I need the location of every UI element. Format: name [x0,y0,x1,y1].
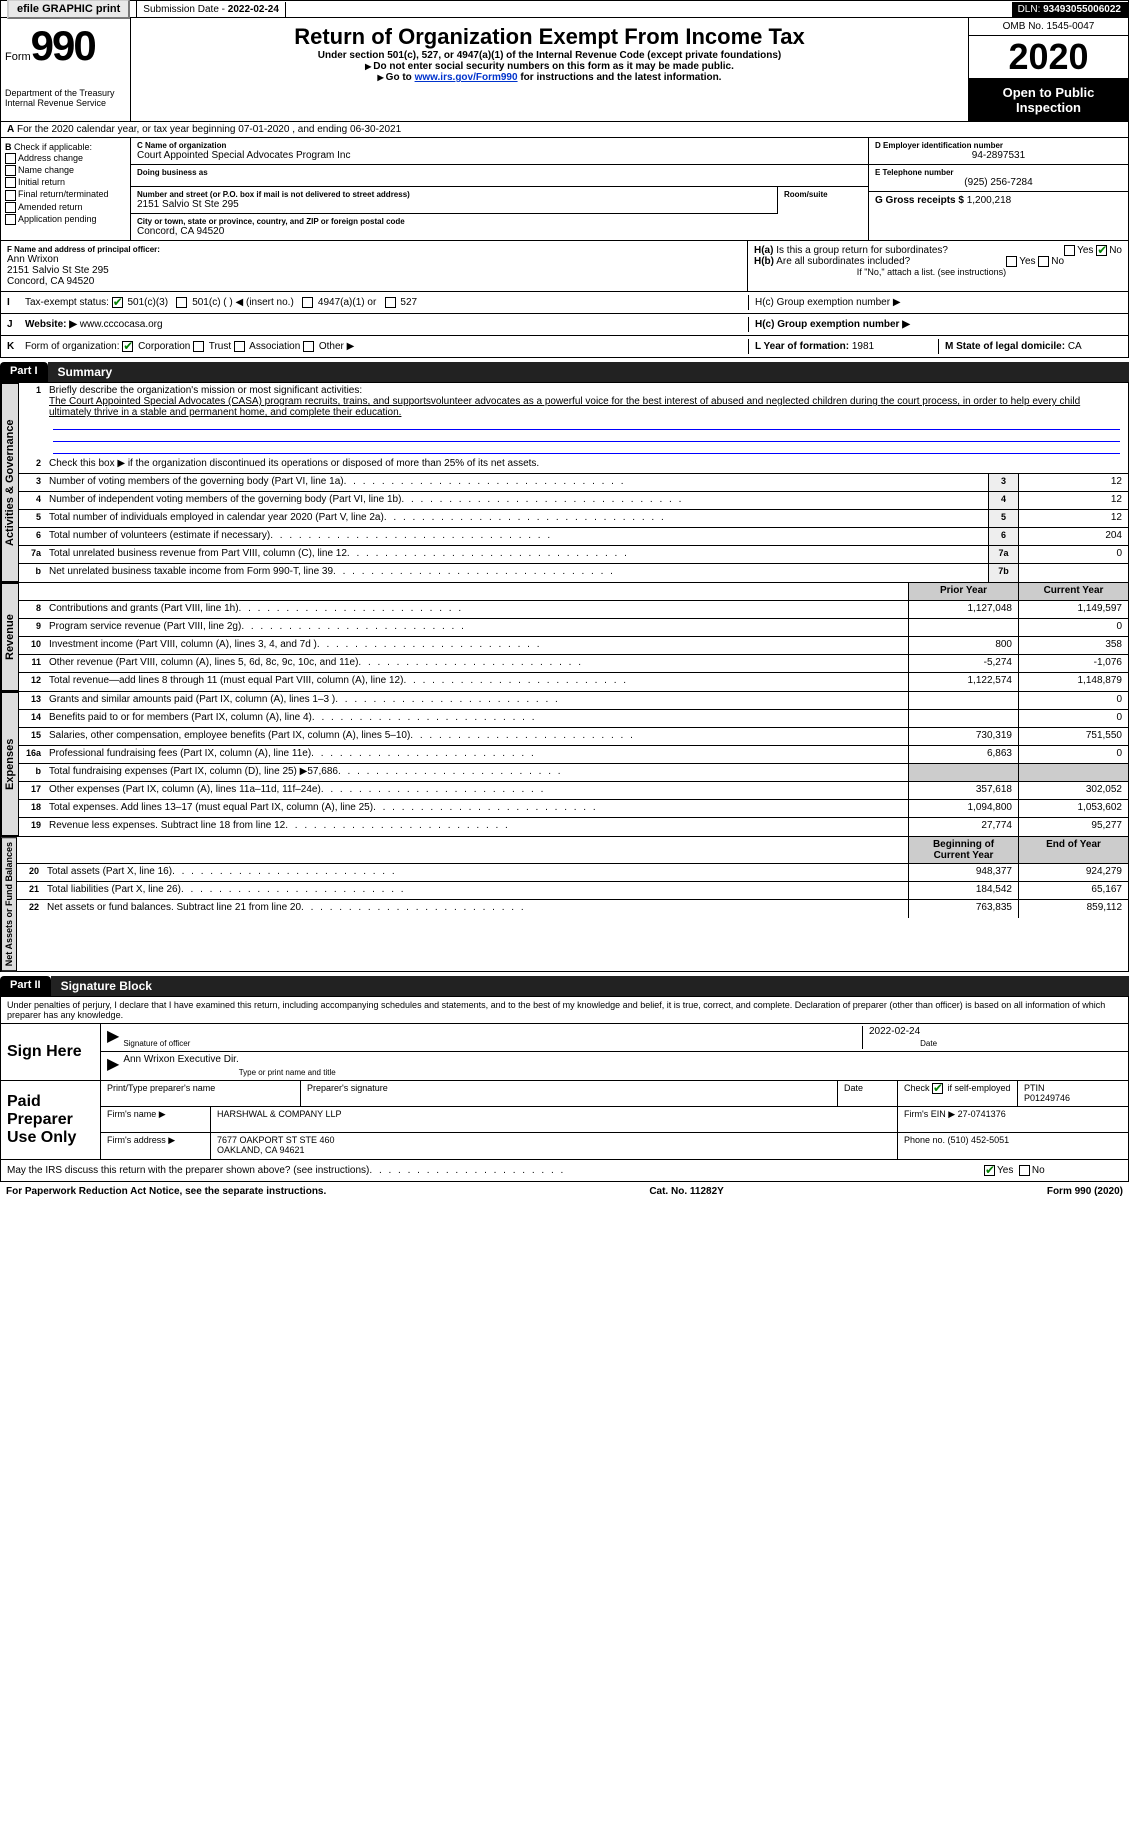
irs-link[interactable]: www.irs.gov/Form990 [415,72,518,83]
tab-net-assets: Net Assets or Fund Balances [1,837,17,971]
entity-info-block: B Check if applicable: Address change Na… [0,138,1129,241]
officer-group-block: F Name and address of principal officer:… [0,241,1129,292]
form-header: Form990 Department of the Treasury Inter… [0,18,1129,122]
form-ref: Form 990 (2020) [1047,1186,1123,1197]
firm-address: 7677 OAKPORT ST STE 460 OAKLAND, CA 9462… [211,1133,898,1159]
page-footer: For Paperwork Reduction Act Notice, see … [0,1182,1129,1201]
dept-treasury: Department of the Treasury Internal Reve… [5,88,126,108]
tax-year: 2020 [969,36,1128,79]
officer-addr2: Concord, CA 94520 [7,276,741,287]
ptin: P01249746 [1024,1093,1070,1103]
mission-text: The Court Appointed Special Advocates (C… [49,396,1080,418]
summary-table: Activities & Governance 1 Briefly descri… [0,382,1129,583]
omb-number: OMB No. 1545-0047 [969,18,1128,36]
phone: (925) 256-7284 [875,177,1122,188]
submission-date: 2022-02-24 [228,4,279,15]
discuss-row: May the IRS discuss this return with the… [0,1160,1129,1182]
state-domicile: CA [1068,341,1082,352]
paid-preparer-label: Paid Preparer Use Only [1,1081,101,1159]
firm-phone: (510) 452-5051 [948,1135,1010,1145]
firm-ein: 27-0741376 [958,1109,1006,1119]
gross-receipts: 1,200,218 [967,195,1012,206]
form-number: 990 [31,22,95,69]
ein: 94-2897531 [875,150,1122,161]
row-j-website: J Website: ▶ www.cccocasa.org H(c) Group… [0,314,1129,336]
officer-addr1: 2151 Salvio St Ste 295 [7,265,741,276]
box-b-checkboxes: B Check if applicable: Address change Na… [1,138,131,240]
city-state-zip: Concord, CA 94520 [137,226,862,237]
row-a-period: A For the 2020 calendar year, or tax yea… [0,122,1129,138]
top-toolbar: efile GRAPHIC print Submission Date - 20… [0,0,1129,18]
firm-name: HARSHWAL & COMPANY LLP [211,1107,898,1132]
signature-block: Sign Here ▶ Signature of officer 2022-02… [0,1024,1129,1160]
row-i-tax-status: I Tax-exempt status: 501(c)(3) 501(c) ( … [0,292,1129,314]
year-formed: 1981 [852,341,874,352]
row-k-form-org: K Form of organization: Corporation Trus… [0,336,1129,358]
officer-name: Ann Wrixon [7,254,741,265]
form-subtitle: Under section 501(c), 527, or 4947(a)(1)… [141,50,958,61]
efile-print-button[interactable]: efile GRAPHIC print [7,0,130,19]
tab-governance: Activities & Governance [1,383,19,582]
part1-header: Part I Summary [0,362,1129,382]
sig-date: 2022-02-24 [869,1026,920,1037]
tab-expenses: Expenses [1,692,19,836]
sign-here-label: Sign Here [1,1024,101,1080]
officer-name-title: Ann Wrixon Executive Dir. [123,1054,238,1065]
form-word: Form [5,51,31,63]
org-name: Court Appointed Special Advocates Progra… [137,150,862,161]
part2-header: Part II Signature Block [0,976,1129,996]
open-to-public: Open to Public Inspection [969,79,1128,121]
h-c: H(c) Group exemption number ▶ [748,295,1128,310]
website: www.cccocasa.org [80,319,163,330]
h-b: H(b) Are all subordinates included? Yes … [754,256,1122,267]
perjury-declaration: Under penalties of perjury, I declare th… [0,996,1129,1024]
form-title: Return of Organization Exempt From Incom… [141,24,958,50]
instruct-link: Go to www.irs.gov/Form990 for instructio… [141,72,958,83]
h-a: H(a) Is this a group return for subordin… [754,245,1122,256]
submission-date-label: Submission Date - [143,4,227,15]
tab-revenue: Revenue [1,583,19,691]
dln-cell: DLN: 93493055006022 [1012,2,1128,17]
street: 2151 Salvio St Ste 295 [137,199,771,210]
cat-number: Cat. No. 11282Y [649,1186,723,1197]
instruct-ssn: Do not enter social security numbers on … [141,61,958,72]
pra-notice: For Paperwork Reduction Act Notice, see … [6,1186,326,1197]
